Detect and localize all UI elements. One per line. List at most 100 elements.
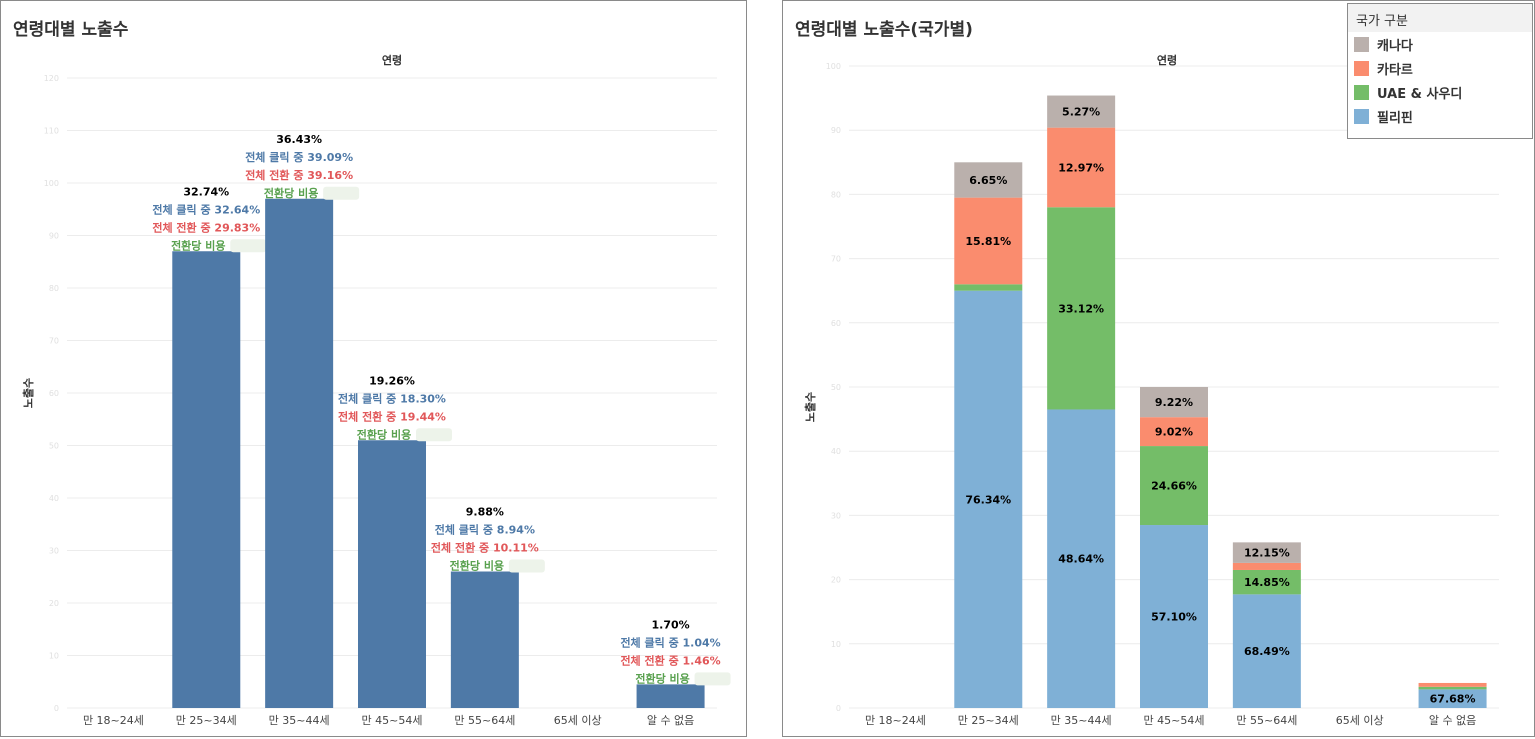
legend-swatch-uae-saudi: [1354, 84, 1369, 100]
bar-click-label: 전체 클릭 중 18.30%: [338, 391, 446, 405]
legend-item-canada[interactable]: 캐나다: [1348, 32, 1532, 56]
stacked-bar-segment: [1047, 409, 1116, 708]
y-tick-label: 10: [831, 640, 841, 649]
y-tick-label: 20: [831, 576, 841, 585]
x-tick-label: 만 55~64세: [1236, 714, 1297, 727]
x-tick-label: 알 수 없음: [1429, 713, 1476, 727]
stacked-bar-segment: [1140, 446, 1208, 526]
column-header: 연령: [1157, 53, 1177, 67]
legend-label: 카타르: [1377, 62, 1413, 78]
bar-cost-label: 전환당 비용: [357, 427, 411, 441]
segment-pct-label: 24.66%: [1151, 480, 1197, 493]
bar: [636, 684, 705, 708]
bar-cost-label: 전환당 비용: [450, 559, 504, 573]
legend-title: 국가 구분: [1348, 4, 1532, 32]
bar: [172, 251, 241, 708]
y-tick-label: 110: [44, 127, 59, 136]
redacted-value: [694, 672, 731, 686]
bar: [358, 440, 426, 708]
segment-pct-label: 33.12%: [1058, 302, 1104, 315]
stacked-bar-segment: [1047, 95, 1116, 128]
y-tick-label: 40: [831, 447, 841, 456]
legend-item-qatar[interactable]: 카타르: [1348, 56, 1532, 80]
segment-pct-label: 12.97%: [1058, 161, 1104, 174]
bar-conv-label: 전체 전환 중 39.16%: [245, 168, 353, 182]
legend-label: 캐나다: [1377, 38, 1413, 54]
bar-cost-label: 전환당 비용: [264, 186, 318, 200]
x-tick-label: 만 35~44세: [269, 714, 330, 727]
y-tick-label: 10: [49, 652, 59, 661]
legend-label: 필리핀: [1377, 110, 1413, 126]
left-chart-title: 연령대별 노출수: [13, 20, 129, 40]
column-header: 연령: [382, 53, 402, 67]
y-tick-label: 90: [49, 232, 59, 241]
stacked-bar-segment: [954, 290, 1023, 708]
segment-pct-label: 12.15%: [1244, 547, 1290, 560]
legend-swatch-philippines: [1354, 108, 1369, 124]
right-chart-panel: 연령대별 노출수(국가별) 연령 노출수 0 10 20 30 40 50 60 70 80 90 10…: [782, 0, 1535, 737]
bar-conv-label: 전체 전환 중 1.46%: [620, 653, 720, 667]
y-tick-label: 100: [44, 179, 59, 188]
y-tick-label: 70: [831, 255, 841, 264]
stacked-bar-segment: [1418, 689, 1487, 708]
bar-conv-label: 전체 전환 중 10.11%: [431, 541, 539, 555]
segment-pct-label: 6.65%: [969, 174, 1007, 187]
y-tick-label: 60: [831, 319, 841, 328]
x-tick-label: 65세 이상: [554, 714, 602, 727]
segment-pct-label: 57.10%: [1151, 611, 1197, 624]
stacked-bar-segment: [1418, 682, 1487, 687]
stacked-bar-segment: [1140, 387, 1208, 418]
bar-conv-label: 전체 전환 중 19.44%: [338, 409, 446, 423]
y-tick-label: 60: [49, 389, 59, 398]
segment-pct-label: 14.85%: [1244, 576, 1290, 589]
y-tick-label: 30: [49, 547, 59, 556]
x-tick-label: 만 18~24세: [83, 714, 144, 727]
stacked-bar-segment: [954, 197, 1023, 285]
redacted-value: [230, 239, 267, 253]
y-tick-label: 0: [836, 704, 841, 713]
redacted-value: [323, 186, 360, 200]
segment-pct-label: 5.27%: [1062, 106, 1100, 119]
stacked-bar-segment: [1140, 417, 1208, 447]
bar-pct-label: 32.74%: [183, 185, 229, 198]
left-chart-panel: 연령대별 노출수 연령 노출수 0 10 20 30 40 50 60 70 80 90 100 110 1…: [0, 0, 747, 737]
x-tick-label: 만 25~34세: [958, 714, 1019, 727]
legend-swatch-canada: [1354, 36, 1369, 52]
bar-click-label: 전체 클릭 중 32.64%: [152, 202, 260, 216]
stacked-bar-segment: [1047, 207, 1116, 410]
x-tick-label: 65세 이상: [1336, 714, 1384, 727]
legend-item-philippines[interactable]: 필리핀: [1348, 104, 1532, 128]
x-tick-label: 알 수 없음: [647, 713, 694, 727]
bar-click-label: 전체 클릭 중 39.09%: [245, 150, 353, 164]
segment-pct-label: 15.81%: [965, 235, 1011, 248]
y-tick-label: 70: [49, 337, 59, 346]
stacked-bar-segment: [954, 162, 1023, 198]
bar-cost-label: 전환당 비용: [171, 238, 225, 252]
legend-swatch-qatar: [1354, 60, 1369, 76]
stacked-bar-segment: [1418, 686, 1487, 690]
y-tick-label: 20: [49, 599, 59, 608]
y-tick-label: 120: [44, 74, 59, 83]
bar: [450, 571, 519, 708]
bar-pct-label: 19.26%: [369, 374, 415, 387]
y-tick-label: 80: [49, 284, 59, 293]
stacked-bar-segment: [954, 284, 1023, 291]
segment-pct-label: 48.64%: [1058, 553, 1104, 566]
bar-click-label: 전체 클릭 중 8.94%: [435, 523, 535, 537]
segment-pct-label: 68.49%: [1244, 645, 1290, 658]
y-axis-label: 노출수: [803, 392, 817, 422]
bar-conv-label: 전체 전환 중 29.83%: [152, 220, 260, 234]
segment-pct-label: 67.68%: [1430, 693, 1476, 706]
x-tick-label: 만 35~44세: [1051, 714, 1112, 727]
stacked-bar-segment: [1232, 562, 1301, 570]
redacted-value: [508, 559, 545, 573]
x-tick-label: 만 45~54세: [1144, 714, 1205, 727]
x-tick-label: 만 55~64세: [454, 714, 515, 727]
stacked-bar-segment: [1232, 594, 1301, 708]
bar: [265, 198, 334, 708]
y-tick-label: 0: [54, 704, 59, 713]
legend-item-uae-saudi[interactable]: UAE & 사우디: [1348, 80, 1532, 104]
country-legend[interactable]: 국가 구분 캐나다 카타르 UAE & 사우디 필리핀: [1347, 3, 1533, 139]
x-tick-label: 만 45~54세: [362, 714, 423, 727]
segment-pct-label: 76.34%: [965, 493, 1011, 506]
